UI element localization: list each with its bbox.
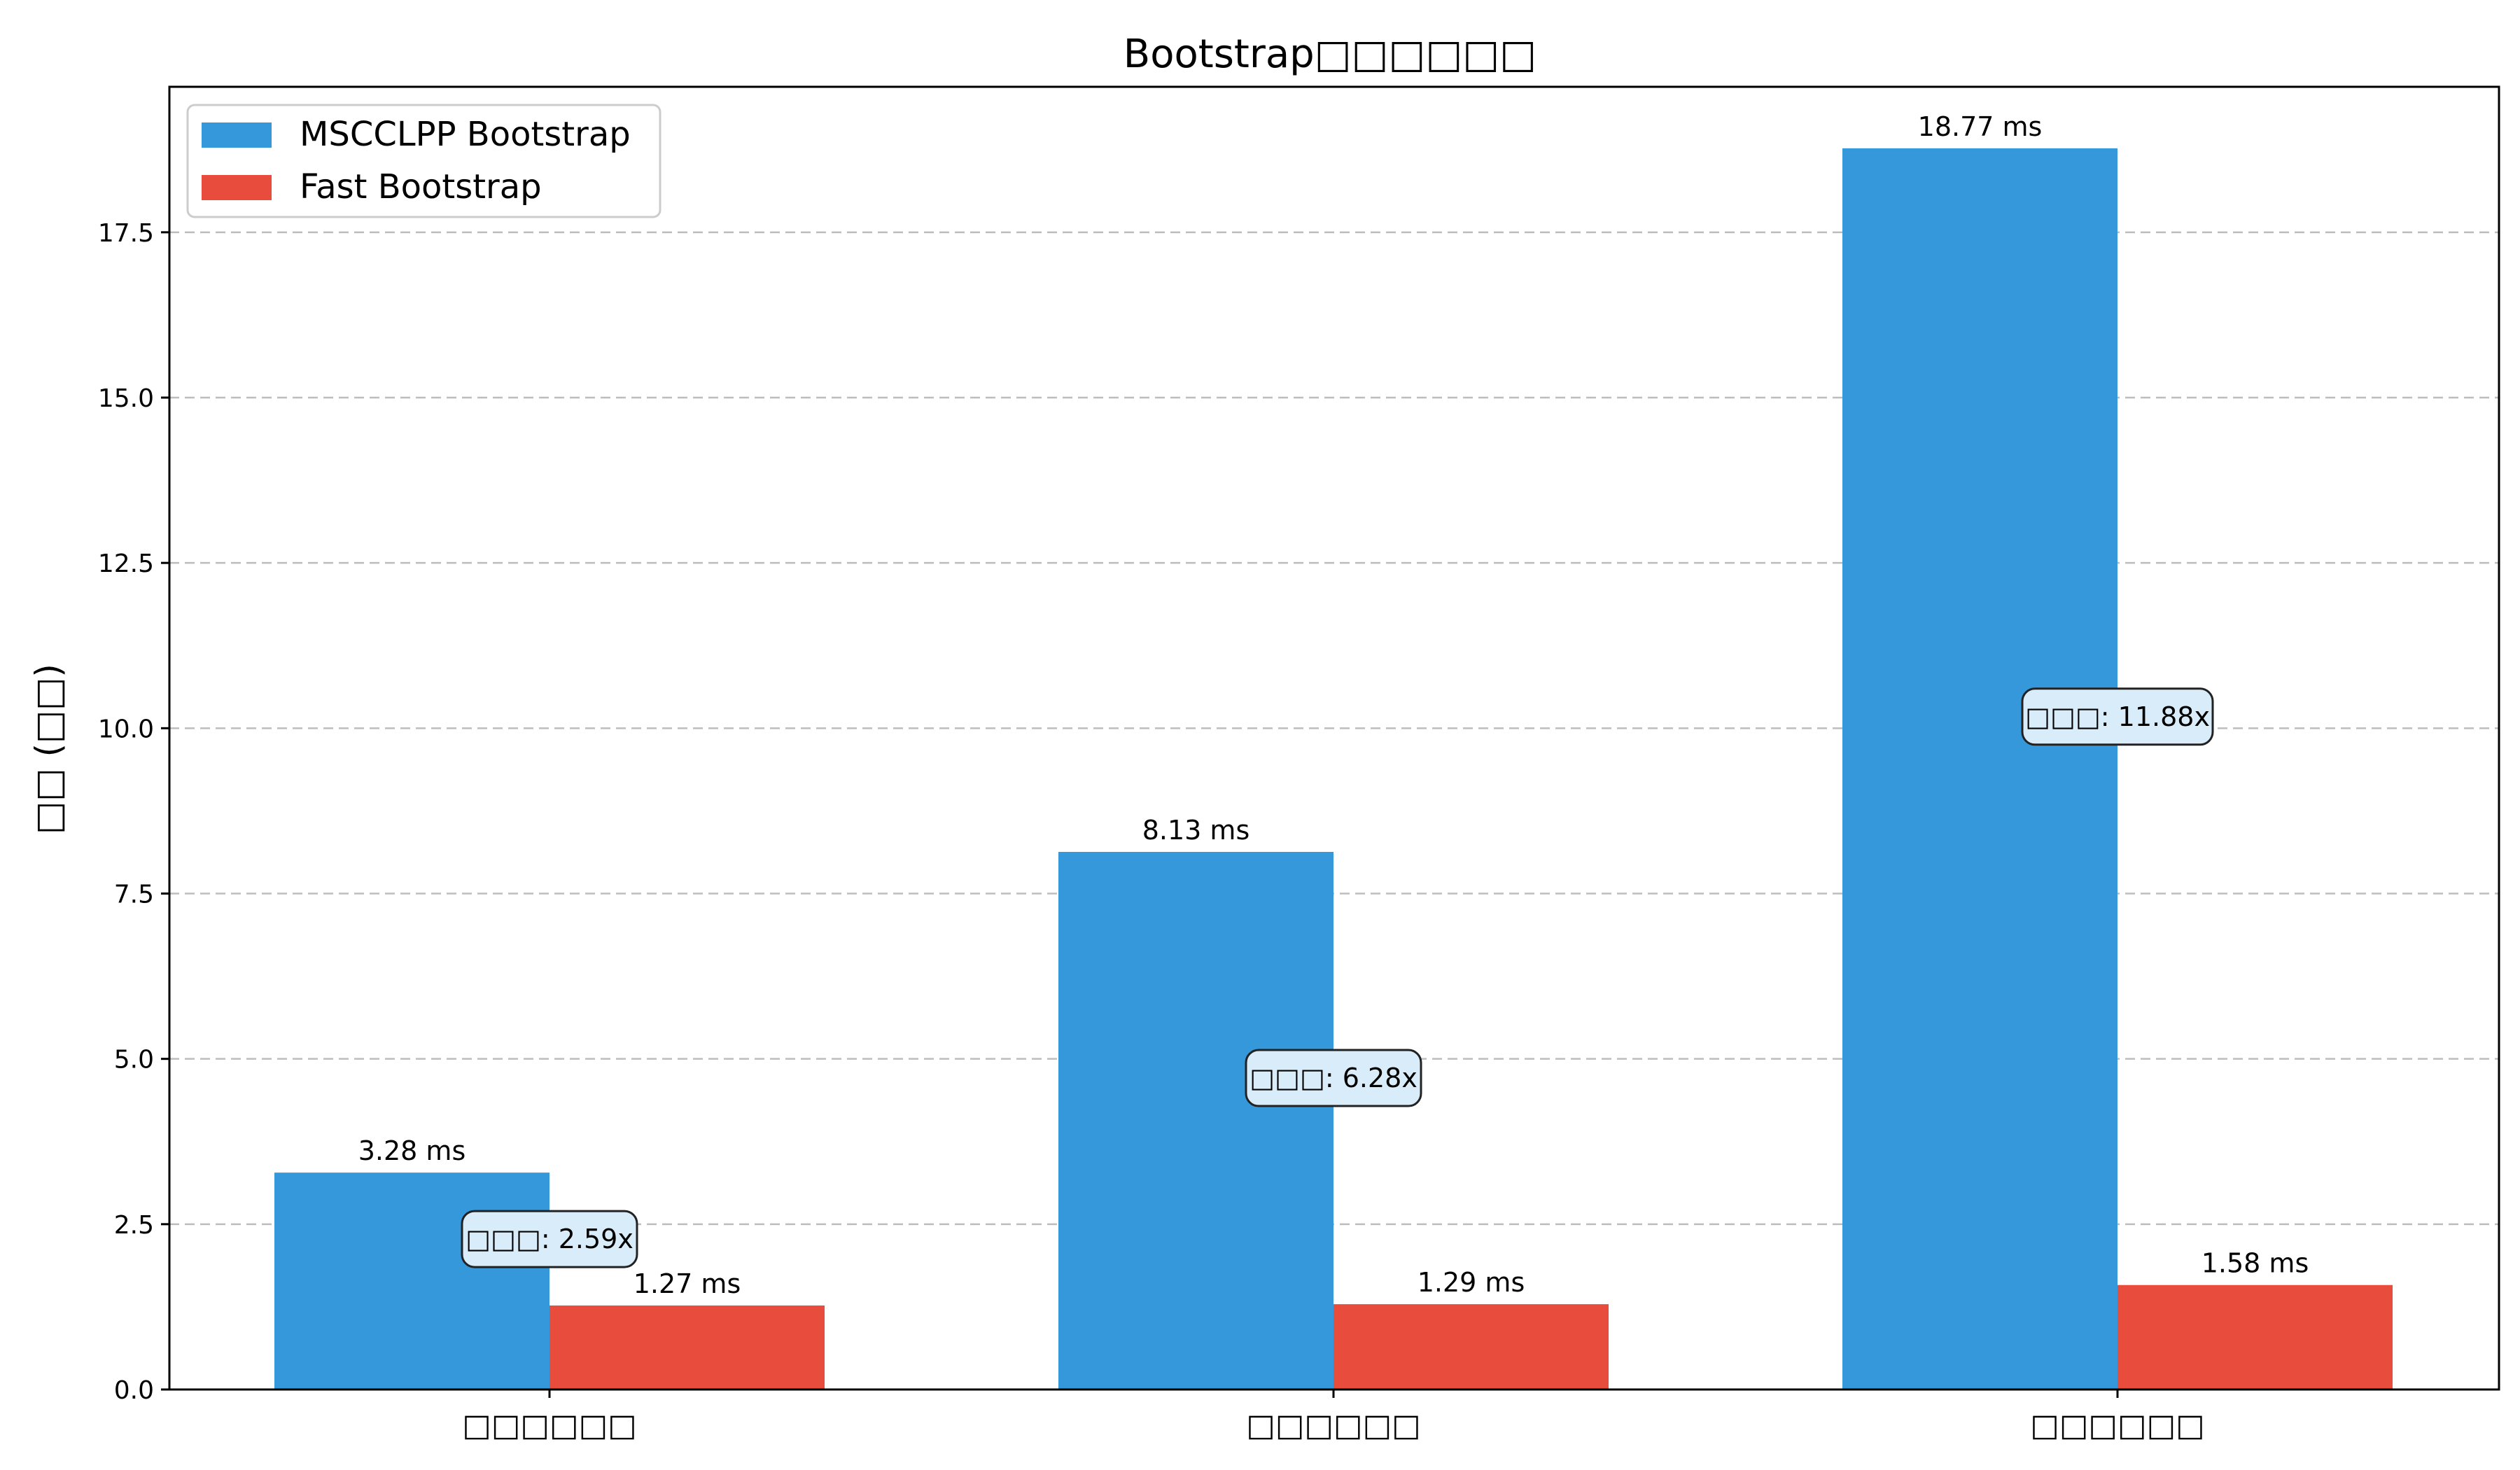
y-tick-label: 12.5 bbox=[98, 550, 154, 578]
y-tick-label: 0.0 bbox=[114, 1376, 154, 1405]
bar-mscclpp bbox=[1842, 148, 2118, 1390]
legend-label: Fast Bootstrap bbox=[300, 167, 542, 206]
y-axis-label: □□ (□□) bbox=[28, 664, 69, 834]
data-labels: 3.28 ms 1.27 ms 8.13 ms 1.29 ms 18.77 ms 1.58… bbox=[358, 111, 2309, 1299]
bar-fast bbox=[550, 1306, 825, 1390]
bar-value-label: 1.27 ms bbox=[634, 1268, 741, 1299]
bar-mscclpp bbox=[1058, 851, 1334, 1390]
y-tick-label: 2.5 bbox=[114, 1211, 154, 1240]
y-tick-label: 7.5 bbox=[114, 880, 154, 909]
y-tick-label: 5.0 bbox=[114, 1046, 154, 1074]
axes: 0.0 2.5 5.0 7.5 10.0 12.5 15.0 17.5 □□□□□□ □□□□□□… bbox=[98, 85, 2500, 1443]
speedup-box bbox=[2021, 687, 2214, 746]
bar-fast bbox=[2118, 1284, 2393, 1390]
legend-swatch bbox=[202, 122, 272, 148]
annotations: □□□: 2.59x □□□: 6.28x □□□: 11.88x bbox=[461, 687, 2214, 1268]
legend-box bbox=[186, 104, 662, 218]
bar-fast bbox=[1334, 1304, 1609, 1390]
speedup-text: □□□: 6.28x bbox=[1250, 1063, 1418, 1093]
legend-label: MSCCLPP Bootstrap bbox=[300, 115, 631, 154]
bar-value-label: 1.58 ms bbox=[2202, 1248, 2309, 1279]
speedup-box bbox=[1245, 1049, 1422, 1107]
plot-frame bbox=[168, 85, 2500, 1391]
y-tick-label: 15.0 bbox=[98, 384, 154, 413]
bar-value-label: 1.29 ms bbox=[1418, 1267, 1525, 1298]
speedup-annotation: □□□: 2.59x bbox=[461, 1210, 638, 1268]
speedup-box bbox=[461, 1210, 638, 1268]
bar-value-label: 3.28 ms bbox=[358, 1135, 466, 1166]
speedup-annotation: □□□: 11.88x bbox=[2021, 687, 2214, 746]
x-tick-label: □□□□□□ bbox=[2030, 1408, 2204, 1443]
speedup-text: □□□: 2.59x bbox=[465, 1224, 634, 1254]
bar-value-label: 8.13 ms bbox=[1142, 815, 1250, 846]
bars bbox=[274, 148, 2393, 1390]
bar-value-label: 18.77 ms bbox=[1918, 111, 2043, 142]
y-tick-label: 10.0 bbox=[98, 715, 154, 743]
x-tick-label: □□□□□□ bbox=[462, 1408, 636, 1443]
y-tick-label: 17.5 bbox=[98, 219, 154, 248]
chart-title: Bootstrap□□□□□□ bbox=[1124, 31, 1536, 77]
speedup-text: □□□: 11.88x bbox=[2025, 701, 2210, 732]
speedup-annotation: □□□: 6.28x bbox=[1245, 1049, 1422, 1107]
bar-mscclpp bbox=[274, 1172, 550, 1390]
legend: MSCCLPP Bootstrap Fast Bootstrap bbox=[186, 104, 662, 218]
legend-swatch bbox=[202, 175, 272, 200]
x-tick-label: □□□□□□ bbox=[1246, 1408, 1420, 1443]
